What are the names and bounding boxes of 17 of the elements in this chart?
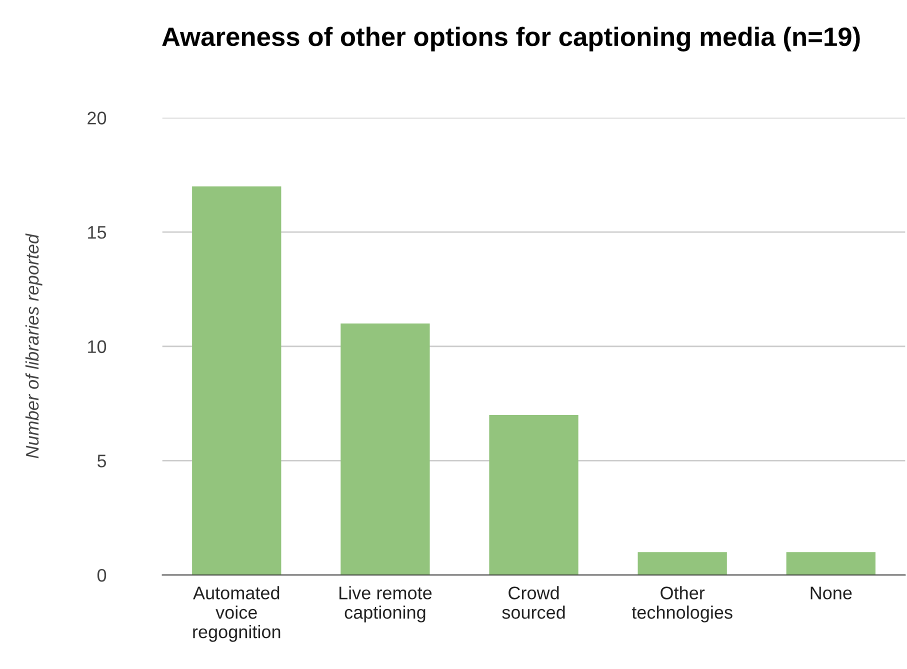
x-tick-label: Crowd sourced bbox=[502, 586, 565, 619]
y-tick-label: 5 bbox=[97, 454, 106, 468]
chart-title: Awareness of other options for captioning media (n=19) bbox=[162, 26, 860, 52]
bar bbox=[192, 186, 282, 576]
bar bbox=[340, 324, 430, 576]
x-tick-label: None bbox=[810, 586, 852, 600]
x-tick-label: Other technologies bbox=[632, 586, 732, 622]
y-axis-title: Number of libraries reported bbox=[25, 233, 42, 458]
y-tick-label: 20 bbox=[88, 112, 106, 124]
y-tick-label: 0 bbox=[97, 568, 106, 582]
x-tick-label: Automated voice regognition bbox=[193, 586, 280, 642]
bar bbox=[489, 414, 578, 576]
y-tick-label: 10 bbox=[88, 340, 106, 354]
x-tick-label: Live remote captioning bbox=[340, 586, 432, 622]
y-tick-label: 15 bbox=[88, 226, 106, 239]
bar bbox=[638, 552, 727, 576]
bar bbox=[786, 552, 876, 576]
